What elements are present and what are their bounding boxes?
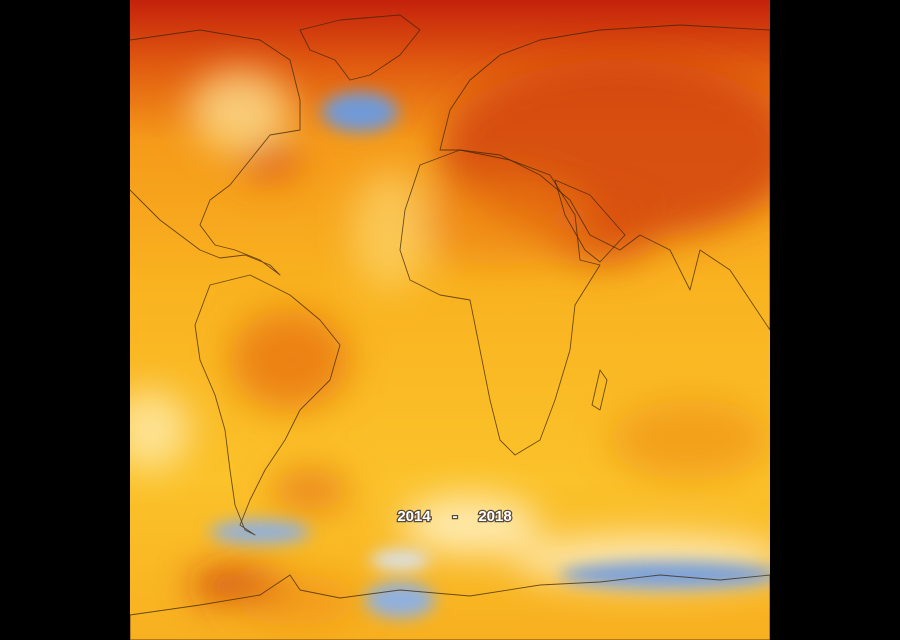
africa [399, 149, 601, 456]
south-america [194, 274, 341, 536]
madagascar [591, 369, 608, 411]
antarctica [130, 574, 770, 640]
greenland [299, 14, 421, 81]
temperature-map [130, 0, 770, 640]
eurasia [439, 24, 770, 331]
caption-end: 2018 [478, 508, 511, 525]
caption-start: 2014 [397, 508, 431, 525]
year-caption: 2014 - 2018 [396, 507, 513, 527]
north-america [130, 29, 301, 276]
caption-dash: - [453, 508, 458, 525]
coastlines [130, 14, 770, 640]
arabia [554, 179, 626, 263]
